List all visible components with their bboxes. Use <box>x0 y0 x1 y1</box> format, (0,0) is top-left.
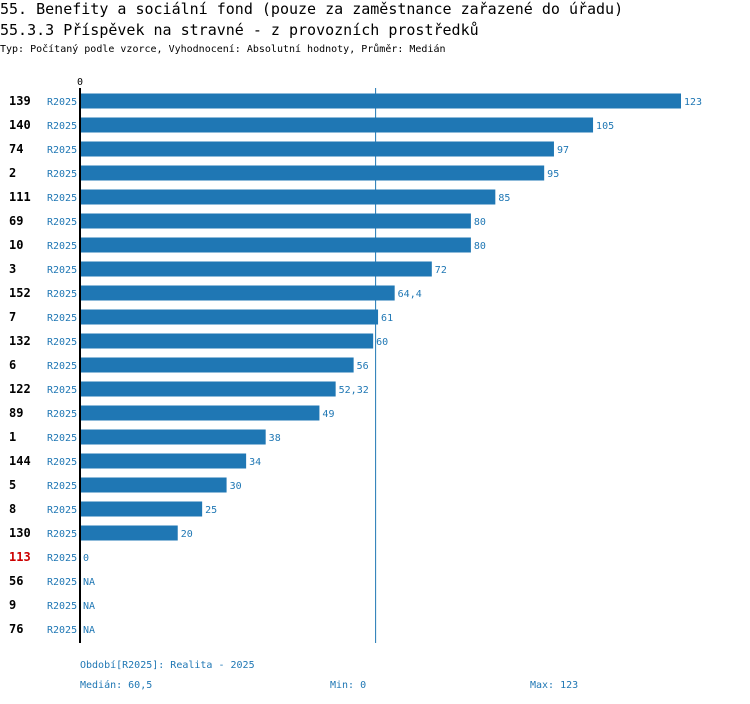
bar <box>80 189 496 205</box>
bar <box>80 429 266 445</box>
row-id-label: 69 <box>9 214 23 228</box>
bar <box>80 117 594 133</box>
row-id-label: 152 <box>9 286 31 300</box>
row-id-label: 3 <box>9 262 16 276</box>
row-period-label: R2025 <box>47 361 77 372</box>
bar <box>80 237 471 253</box>
bar <box>80 285 395 301</box>
bar-value-label: 30 <box>230 481 242 492</box>
chart-description: Typ: Počítaný podle vzorce, Vyhodnocení:… <box>0 44 446 55</box>
row-period-label: R2025 <box>47 169 77 180</box>
bar-value-label: 123 <box>684 97 702 108</box>
row-period-label: R2025 <box>47 265 77 276</box>
bar <box>80 213 471 229</box>
row-id-label: 56 <box>9 574 23 588</box>
bar <box>80 405 320 421</box>
row-period-label: R2025 <box>47 529 77 540</box>
bar <box>80 453 247 469</box>
bar-value-label: NA <box>83 577 95 588</box>
bar-value-label: NA <box>83 625 95 636</box>
bar-value-label: 56 <box>357 361 369 372</box>
bar-value-label: 61 <box>381 313 393 324</box>
row-id-label: 122 <box>9 382 31 396</box>
row-period-label: R2025 <box>47 481 77 492</box>
bar-value-label: 85 <box>498 193 510 204</box>
row-id-label: 74 <box>9 142 23 156</box>
axis-zero-label: 0 <box>77 77 83 88</box>
footer-period: Období[R2025]: Realita - 2025 <box>80 660 255 671</box>
bar-value-label: 38 <box>269 433 281 444</box>
bar-value-label: 95 <box>547 169 559 180</box>
bar-value-label: 34 <box>249 457 261 468</box>
bar-value-label: 64,4 <box>398 289 422 300</box>
bar-value-label: 25 <box>205 505 217 516</box>
row-id-label: 111 <box>9 190 31 204</box>
row-period-label: R2025 <box>47 385 77 396</box>
bar <box>80 93 681 109</box>
bar-value-label: 0 <box>83 553 89 564</box>
row-period-label: R2025 <box>47 121 77 132</box>
row-id-label: 89 <box>9 406 23 420</box>
bar <box>80 525 178 541</box>
row-id-label: 1 <box>9 430 16 444</box>
row-id-label: 6 <box>9 358 16 372</box>
row-id-label: 139 <box>9 94 31 108</box>
bar <box>80 165 545 181</box>
row-period-label: R2025 <box>47 457 77 468</box>
bar-value-label: 80 <box>474 217 486 228</box>
row-id-label: 5 <box>9 478 16 492</box>
row-period-label: R2025 <box>47 313 77 324</box>
row-period-label: R2025 <box>47 97 77 108</box>
row-id-label: 113 <box>9 550 31 564</box>
row-id-label: 132 <box>9 334 31 348</box>
row-period-label: R2025 <box>47 289 77 300</box>
bar <box>80 381 336 397</box>
footer-median: Medián: 60,5 <box>80 680 153 691</box>
bar-value-label: 72 <box>435 265 447 276</box>
row-id-label: 8 <box>9 502 16 516</box>
row-period-label: R2025 <box>47 433 77 444</box>
bar <box>80 357 354 373</box>
bar <box>80 333 374 349</box>
bar <box>80 477 227 493</box>
row-id-label: 76 <box>9 622 23 636</box>
bar <box>80 261 432 277</box>
footer-max: Max: 123 <box>530 680 579 691</box>
row-period-label: R2025 <box>47 625 77 636</box>
bar <box>80 501 203 517</box>
bar-value-label: 97 <box>557 145 569 156</box>
row-period-label: R2025 <box>47 553 77 564</box>
row-id-label: 140 <box>9 118 31 132</box>
chart-subtitle: 55.3.3 Příspěvek na stravné - z provozní… <box>0 21 479 39</box>
bar-value-label: NA <box>83 601 95 612</box>
row-id-label: 144 <box>9 454 31 468</box>
bar <box>80 141 554 157</box>
row-period-label: R2025 <box>47 217 77 228</box>
chart-title: 55. Benefity a sociální fond (pouze za z… <box>0 0 624 18</box>
row-period-label: R2025 <box>47 409 77 420</box>
bar-value-label: 60 <box>376 337 388 348</box>
bar-value-label: 80 <box>474 241 486 252</box>
bar-value-label: 52,32 <box>339 385 369 396</box>
row-period-label: R2025 <box>47 193 77 204</box>
row-period-label: R2025 <box>47 145 77 156</box>
bar-value-label: 20 <box>181 529 193 540</box>
row-id-label: 130 <box>9 526 31 540</box>
bar-value-label: 49 <box>322 409 334 420</box>
row-period-label: R2025 <box>47 505 77 516</box>
row-id-label: 10 <box>9 238 23 252</box>
footer-min: Min: 0 <box>330 680 367 691</box>
row-id-label: 2 <box>9 166 16 180</box>
row-period-label: R2025 <box>47 577 77 588</box>
row-period-label: R2025 <box>47 601 77 612</box>
row-id-label: 9 <box>9 598 16 612</box>
row-id-label: 7 <box>9 310 16 324</box>
row-period-label: R2025 <box>47 337 77 348</box>
bar <box>80 309 379 325</box>
row-period-label: R2025 <box>47 241 77 252</box>
bar-value-label: 105 <box>596 121 614 132</box>
